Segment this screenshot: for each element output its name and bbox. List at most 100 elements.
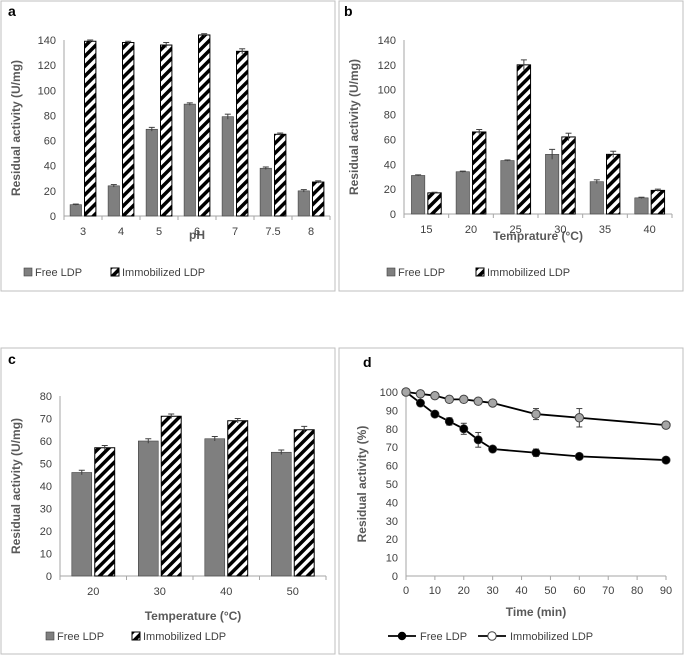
bar-immobilized-3 <box>84 40 97 217</box>
x-tick-label: 4 <box>118 226 124 238</box>
bar-free-8 <box>297 190 310 217</box>
x-axis-title: pH <box>189 228 205 242</box>
bar-immobilized-35 <box>606 153 621 215</box>
x-tick-label: 50 <box>544 585 556 597</box>
point-free-30 <box>488 444 498 454</box>
x-tick-label: 0 <box>403 585 409 597</box>
point-free-15 <box>444 416 454 426</box>
x-tick-label: 40 <box>220 586 232 598</box>
bar-free-30 <box>138 440 159 577</box>
x-tick-label: 3 <box>80 226 86 238</box>
bar-immobilized-25 <box>516 64 532 215</box>
point-free-10 <box>430 409 440 419</box>
y-tick-label: 0 <box>390 209 396 221</box>
bar-free-35 <box>589 181 604 215</box>
series-line-immobilized <box>405 391 667 427</box>
bar-immobilized-20 <box>94 447 116 577</box>
bar-immobilized-50 <box>293 429 315 577</box>
bar-free-15 <box>411 175 426 215</box>
bar-immobilized-20 <box>472 131 487 215</box>
bar-immobilized-30 <box>561 136 576 215</box>
legend-label-free: Free LDP <box>398 267 445 279</box>
y-tick-label: 20 <box>44 186 56 198</box>
x-tick-label: 50 <box>287 586 299 598</box>
y-tick-label: 40 <box>40 481 52 493</box>
x-tick-label: 6 <box>194 226 200 238</box>
y-tick-label: 30 <box>40 504 52 516</box>
y-tick-label: 90 <box>386 405 398 417</box>
y-tick-label: 10 <box>386 553 398 565</box>
y-tick-label: 70 <box>386 442 398 454</box>
bar-free-7 <box>221 116 234 217</box>
bar-immobilized-7.5 <box>274 133 287 217</box>
y-tick-label: 60 <box>44 136 56 148</box>
x-tick-label: 35 <box>599 224 611 236</box>
legend-marker-immobilized <box>487 631 497 641</box>
panel-frame <box>0 347 336 655</box>
y-tick-label: 20 <box>40 526 52 538</box>
y-tick-label: 20 <box>384 184 396 196</box>
point-immobilized-30 <box>487 398 498 408</box>
point-immobilized-0 <box>401 387 411 397</box>
panel-frame <box>338 347 684 655</box>
legend-label-immobilized: Immobilized LDP <box>487 267 570 279</box>
bar-free-25 <box>500 160 515 215</box>
y-tick-label: 40 <box>384 159 396 171</box>
panel-frame <box>338 0 684 292</box>
panel-label: a <box>8 3 16 19</box>
legend-label-immobilized: Immobilized LDP <box>510 631 593 643</box>
legend-swatch-immobilized <box>475 267 485 277</box>
bar-free-5 <box>145 128 158 217</box>
point-immobilized-5 <box>415 389 426 399</box>
bar-immobilized-15 <box>427 192 442 215</box>
x-tick-label: 20 <box>87 586 99 598</box>
bar-immobilized-8 <box>312 181 325 217</box>
y-tick-label: 140 <box>38 35 56 47</box>
y-tick-label: 40 <box>386 497 398 509</box>
y-axis-title: Residual activity (U/mg) <box>347 59 361 195</box>
y-tick-label: 80 <box>44 110 56 122</box>
point-immobilized-45 <box>531 409 541 419</box>
bar-immobilized-40 <box>227 420 249 577</box>
panel-a: a 0 20 40 60 80 100 120 140 Residual activity (U/… <box>0 0 336 292</box>
y-tick-label: 120 <box>378 60 396 72</box>
y-tick-label: 0 <box>50 211 56 223</box>
point-free-25 <box>473 435 483 445</box>
panel-label: b <box>344 3 353 19</box>
y-tick-label: 40 <box>44 161 56 173</box>
x-tick-label: 8 <box>308 226 314 238</box>
point-free-90 <box>661 455 671 465</box>
y-axis-title: Residual activity (%) <box>355 426 369 543</box>
legend-label-free: Free LDP <box>57 631 104 643</box>
y-tick-label: 60 <box>386 461 398 473</box>
y-tick-label: 0 <box>392 571 398 583</box>
x-tick-label: 10 <box>429 585 441 597</box>
legend-label-immobilized: Immobilized LDP <box>143 631 226 643</box>
x-tick-label: 70 <box>602 585 614 597</box>
x-tick-label: 25 <box>510 224 522 236</box>
y-tick-label: 0 <box>46 571 52 583</box>
x-tick-label: 20 <box>465 224 477 236</box>
point-immobilized-90 <box>661 420 671 430</box>
bar-immobilized-7 <box>236 50 249 217</box>
legend-label-free: Free LDP <box>35 267 82 279</box>
y-tick-label: 80 <box>386 424 398 436</box>
x-tick-label: 80 <box>631 585 643 597</box>
legend-swatch-immobilized <box>110 267 120 277</box>
bar-free-40 <box>204 438 226 577</box>
y-tick-label: 140 <box>378 35 396 47</box>
x-tick-label: 30 <box>154 586 166 598</box>
y-tick-label: 30 <box>386 516 398 528</box>
panel-b: b 0 20 40 60 80 100 120 140 Residual activity (U/… <box>338 0 684 292</box>
y-tick-label: 60 <box>40 436 52 448</box>
x-tick-label: 15 <box>420 224 432 236</box>
x-tick-label: 60 <box>573 585 585 597</box>
panel-label: d <box>363 354 372 370</box>
bar-immobilized-5 <box>160 44 173 217</box>
bar-immobilized-40 <box>650 189 666 215</box>
y-tick-label: 100 <box>380 387 398 399</box>
point-free-60 <box>574 451 584 461</box>
y-tick-label: 20 <box>386 534 398 546</box>
point-free-5 <box>415 398 425 408</box>
